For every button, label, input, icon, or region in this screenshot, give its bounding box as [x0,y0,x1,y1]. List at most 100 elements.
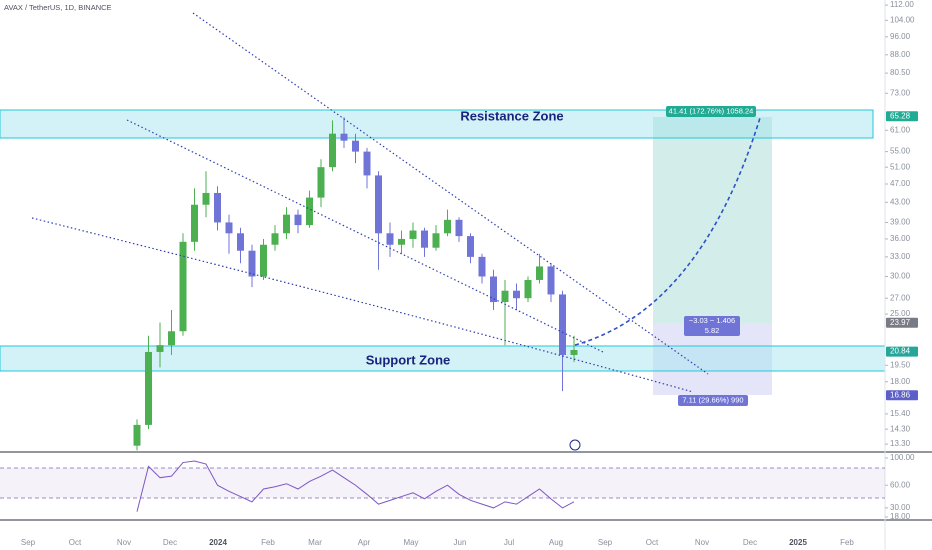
support-label: Support Zone [366,352,451,367]
x-tick-label: Apr [358,538,371,547]
candle-body [398,238,405,245]
x-tick-label: May [403,538,418,547]
price-tag-label: 23.97 [890,318,911,327]
y-tick-label: 13.30 [890,439,911,448]
x-tick-label: Feb [261,538,275,547]
candle-body [490,276,497,303]
y-tick-label: 80.50 [890,68,911,77]
candle-body [145,351,152,425]
candle-body [375,175,382,234]
x-tick-label: Nov [117,538,131,547]
y-tick-label: 43.00 [890,197,911,206]
x-tick-label: Oct [69,538,82,547]
x-tick-label: Jul [504,538,514,547]
candle-body [317,167,325,198]
x-tick-label: 2024 [209,538,227,547]
target-label: 41.41 (172.76%) 1058.24 [669,106,754,115]
candle-body [559,294,566,355]
candle-body [340,133,348,141]
candle-body [444,219,451,234]
entry-box [684,316,740,336]
rsi-tick-label: 60.00 [890,480,911,489]
entry-qty: 5.82 [705,326,720,335]
event-icon [569,439,581,451]
x-tick-label: Nov [695,538,709,547]
price-tag [886,390,918,401]
x-tick-label: Oct [646,538,659,547]
y-tick-label: 88.00 [890,50,911,59]
y-tick-label: 73.00 [890,88,911,97]
y-tick-label: 25.00 [890,309,911,318]
candle-body [294,214,302,226]
candle-body [271,233,279,245]
candle-body [432,233,440,248]
candle-body [156,345,164,352]
rsi-line [136,460,575,512]
y-tick-label: 15.40 [890,409,911,418]
stop-box [678,395,748,406]
rsi-tick-label: 30.00 [890,503,911,512]
candle-body [237,233,244,251]
candle-body [363,151,371,176]
price-tag-label: 65.28 [890,111,911,120]
candle-body [329,133,336,168]
profit-area [653,117,772,323]
candle-body [306,197,313,226]
price-tag [886,111,918,122]
x-tick-label: Aug [549,538,563,547]
trend-line [126,119,606,354]
y-tick-label: 104.00 [890,15,915,24]
support-zone [0,345,886,372]
price-tag [886,346,918,357]
entry-label: −3.03 − 1.406 [689,316,735,325]
stop-label: 7.11 (29.66%) 990 [682,395,743,404]
y-tick-label: 47.00 [890,179,911,188]
candle-body [260,244,267,277]
y-tick-label: 61.00 [890,125,911,134]
y-tick-label: 19.50 [890,360,911,369]
price-tag [886,317,918,328]
candle-body [409,230,417,239]
trend-line [31,217,694,393]
y-tick-label: 30.00 [890,272,911,281]
x-tick-label: Mar [308,538,322,547]
candle-body [191,204,198,242]
y-tick-label: 18.00 [890,377,911,386]
y-tick-label: 14.30 [890,424,911,433]
candle-body [478,256,486,277]
x-tick-label: Sep [21,538,36,547]
candle-body [352,140,359,152]
y-tick-label: 39.00 [890,218,911,227]
candle-body [133,424,141,446]
x-tick-label: 2025 [789,538,807,547]
candle-body [524,279,532,299]
candles [133,117,578,451]
y-tick-label: 33.00 [890,252,911,261]
candle-body [168,331,175,346]
x-tick-label: Feb [840,538,854,547]
candle-body [570,349,578,355]
resistance-label: Resistance Zone [460,108,563,123]
y-tick-label: 27.00 [890,293,911,302]
candle-body [421,230,428,248]
y-tick-label: 51.00 [890,162,911,171]
candle-body [547,266,555,295]
x-tick-label: Dec [743,538,757,547]
y-tick-label: 112.00 [890,0,914,9]
price-tag-label: 16.86 [890,390,911,399]
x-tick-label: Dec [163,538,177,547]
x-tick-label: Jun [454,538,467,547]
candle-body [283,214,290,234]
y-tick-label: 55.00 [890,147,911,156]
candle-body [536,266,543,280]
candle-body [202,192,210,205]
candle-body [179,241,187,332]
candle-body [214,192,221,223]
rsi-tick-label: 18.00 [890,512,911,521]
trend-line [192,12,709,375]
rsi-band [0,468,885,498]
candle-body [467,236,474,257]
target-box [666,106,756,117]
